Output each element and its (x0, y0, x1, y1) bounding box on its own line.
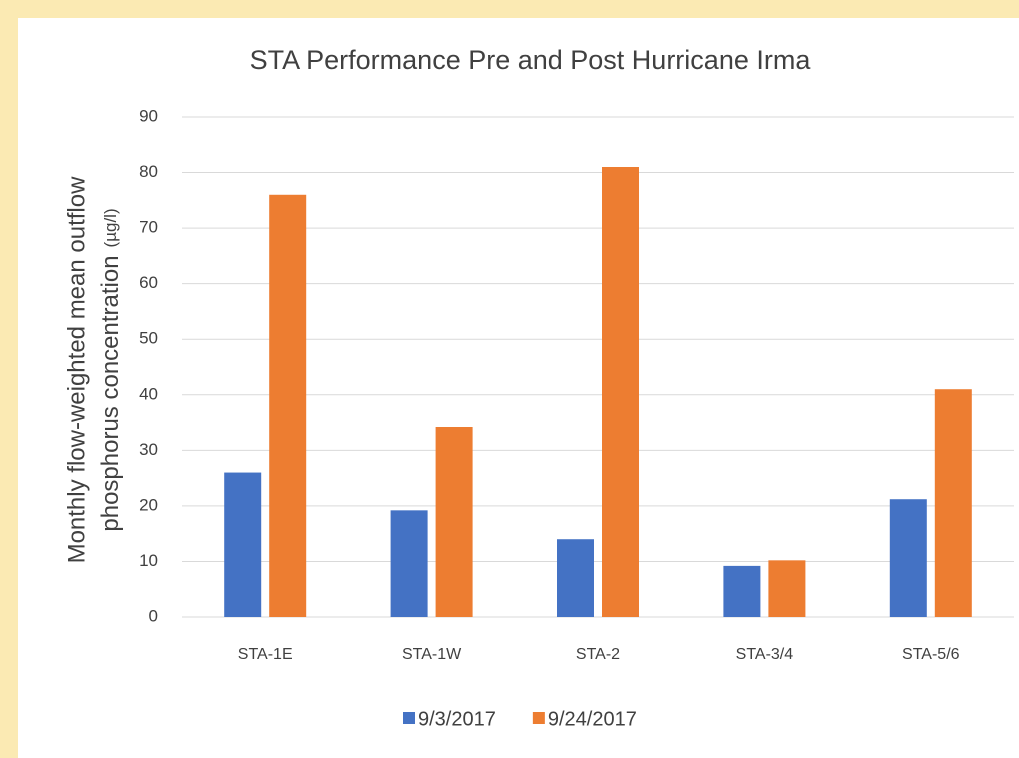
x-tick-label: STA-2 (576, 646, 620, 663)
x-tick-label: STA-5/6 (902, 646, 960, 663)
y-axis-label-line: phosphorus concentration (97, 255, 124, 531)
y-tick-label: 80 (139, 162, 158, 181)
bar (269, 194, 307, 617)
bar (224, 472, 262, 617)
bar (934, 389, 972, 617)
legend-swatch (403, 712, 415, 724)
y-axis-unit: (µg/l) (101, 208, 120, 247)
chart-background (18, 18, 1019, 758)
y-tick-label: 60 (139, 273, 158, 292)
bar (435, 427, 473, 617)
y-axis-label: Monthly flow-weighted mean outflow (63, 176, 90, 564)
bar (889, 499, 927, 617)
bar (602, 167, 639, 617)
x-tick-label: STA-1W (402, 646, 462, 663)
y-tick-label: 40 (139, 384, 158, 403)
bar (768, 560, 806, 617)
legend-swatch (532, 712, 545, 724)
bar (557, 539, 594, 617)
x-tick-label: STA-1E (238, 646, 293, 663)
y-tick-label: 70 (139, 218, 158, 237)
chart-title: STA Performance Pre and Post Hurricane I… (250, 45, 812, 75)
y-tick-label: 10 (139, 551, 158, 570)
bar (723, 565, 761, 617)
y-axis-label: phosphorus concentration (µg/l) (97, 208, 124, 531)
y-tick-label: 50 (139, 329, 158, 348)
y-tick-label: 20 (139, 495, 158, 514)
legend-label: 9/24/2017 (548, 708, 637, 730)
x-tick-label: STA-3/4 (736, 646, 794, 663)
legend-label: 9/3/2017 (418, 708, 496, 730)
y-tick-label: 90 (139, 106, 158, 125)
y-tick-label: 30 (139, 440, 158, 459)
y-tick-label: 0 (149, 606, 158, 625)
bar (390, 510, 428, 617)
